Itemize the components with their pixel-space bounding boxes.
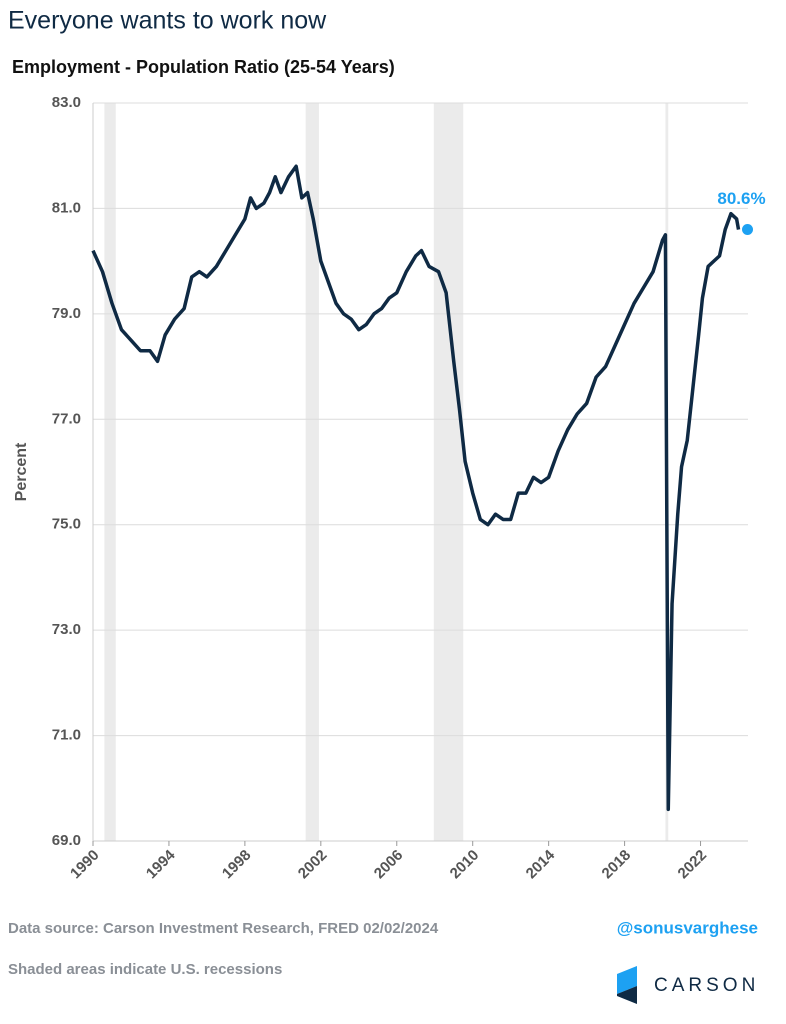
recession-band xyxy=(433,103,464,841)
y-tick-label: 73.0 xyxy=(52,621,81,638)
chart-title: Everyone wants to work now xyxy=(8,7,327,35)
x-tick-label: 2010 xyxy=(447,847,483,883)
x-tick-label: 1998 xyxy=(219,847,255,883)
y-tick-label: 81.0 xyxy=(52,199,81,216)
annotation-label: 80.6% xyxy=(717,189,765,208)
source: Data source: Carson Investment Research,… xyxy=(8,920,439,937)
x-tick-label: 1994 xyxy=(143,846,179,882)
x-tick-label: 2018 xyxy=(599,847,635,883)
y-tick-label: 83.0 xyxy=(52,94,81,111)
x-tick-label: 2014 xyxy=(523,846,559,882)
chart-subtitle: Employment - Population Ratio (25-54 Yea… xyxy=(12,57,395,77)
annotation-dot xyxy=(742,224,754,236)
y-axis-label: Percent xyxy=(13,442,30,501)
x-tick-label: 2022 xyxy=(675,847,711,883)
y-tick-label: 75.0 xyxy=(52,516,81,533)
y-tick-label: 71.0 xyxy=(52,727,81,744)
y-tick-label: 77.0 xyxy=(52,410,81,427)
handle: @sonusvarghese xyxy=(617,918,758,937)
x-tick-label: 1990 xyxy=(67,847,103,883)
recession-band xyxy=(104,103,116,841)
logo-text: CARSON xyxy=(654,975,759,996)
logo-icon xyxy=(617,966,637,1004)
x-tick-label: 2006 xyxy=(371,847,407,883)
recession-band xyxy=(305,103,319,841)
note: Shaded areas indicate U.S. recessions xyxy=(8,961,282,978)
x-tick-label: 2002 xyxy=(295,847,331,883)
y-tick-label: 79.0 xyxy=(52,305,81,322)
data-line xyxy=(91,164,741,812)
y-tick-label: 69.0 xyxy=(52,832,81,849)
